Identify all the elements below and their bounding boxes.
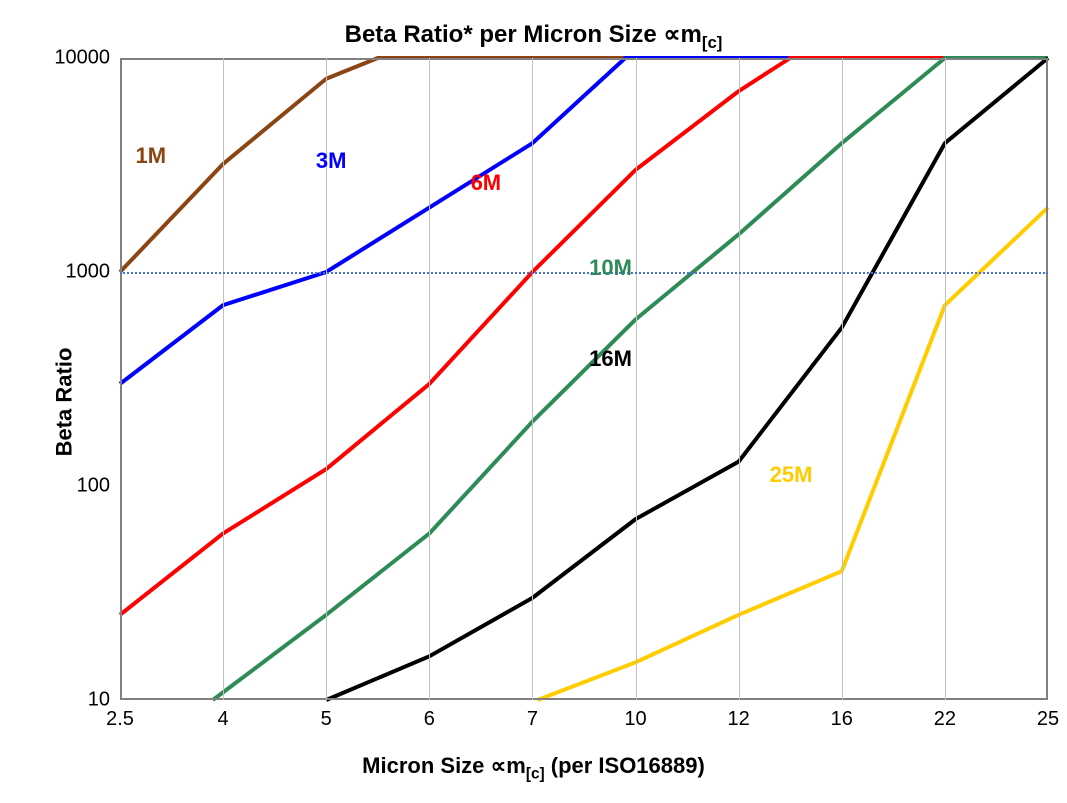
series-lines <box>120 58 1048 700</box>
series-label-10M: 10M <box>589 255 632 281</box>
y-tick-label: 10 <box>0 689 110 712</box>
x-tick-label: 7 <box>527 708 538 731</box>
x-tick-label: 5 <box>321 708 332 731</box>
series-line-6M <box>120 58 1048 615</box>
plot-area: 1M 3M 6M 10M 16M 25M <box>120 58 1048 700</box>
y-tick-label: 10000 <box>0 47 110 70</box>
series-label-16M: 16M <box>589 346 632 372</box>
gridline-v <box>223 58 224 700</box>
x-tick-label: 10 <box>624 708 646 731</box>
gridline-v <box>429 58 430 700</box>
x-axis-label: Micron Size ∝m[c] (per ISO16889) <box>0 753 1067 783</box>
x-tick-label: 4 <box>218 708 229 731</box>
series-line-25M <box>538 208 1048 700</box>
series-label-1M: 1M <box>135 143 166 169</box>
series-label-25M: 25M <box>770 462 813 488</box>
gridline-v <box>842 58 843 700</box>
series-label-3M: 3M <box>316 148 347 174</box>
y-axis-label: Beta Ratio <box>51 347 77 456</box>
chart-title: Beta Ratio* per Micron Size ∝m[c] <box>0 20 1067 53</box>
x-tick-label: 6 <box>424 708 435 731</box>
beta-ratio-chart: Beta Ratio* per Micron Size ∝m[c] Beta R… <box>0 0 1067 803</box>
x-tick-label: 25 <box>1037 708 1059 731</box>
y-tick-label: 1000 <box>0 261 110 284</box>
reference-line <box>120 272 1048 274</box>
x-tick-label: 2.5 <box>106 708 134 731</box>
x-tick-label: 22 <box>934 708 956 731</box>
gridline-v <box>739 58 740 700</box>
gridline-v <box>945 58 946 700</box>
gridline-v <box>636 58 637 700</box>
x-tick-label: 12 <box>728 708 750 731</box>
series-label-6M: 6M <box>471 170 502 196</box>
gridline-v <box>532 58 533 700</box>
y-tick-label: 100 <box>0 475 110 498</box>
x-tick-label: 16 <box>831 708 853 731</box>
